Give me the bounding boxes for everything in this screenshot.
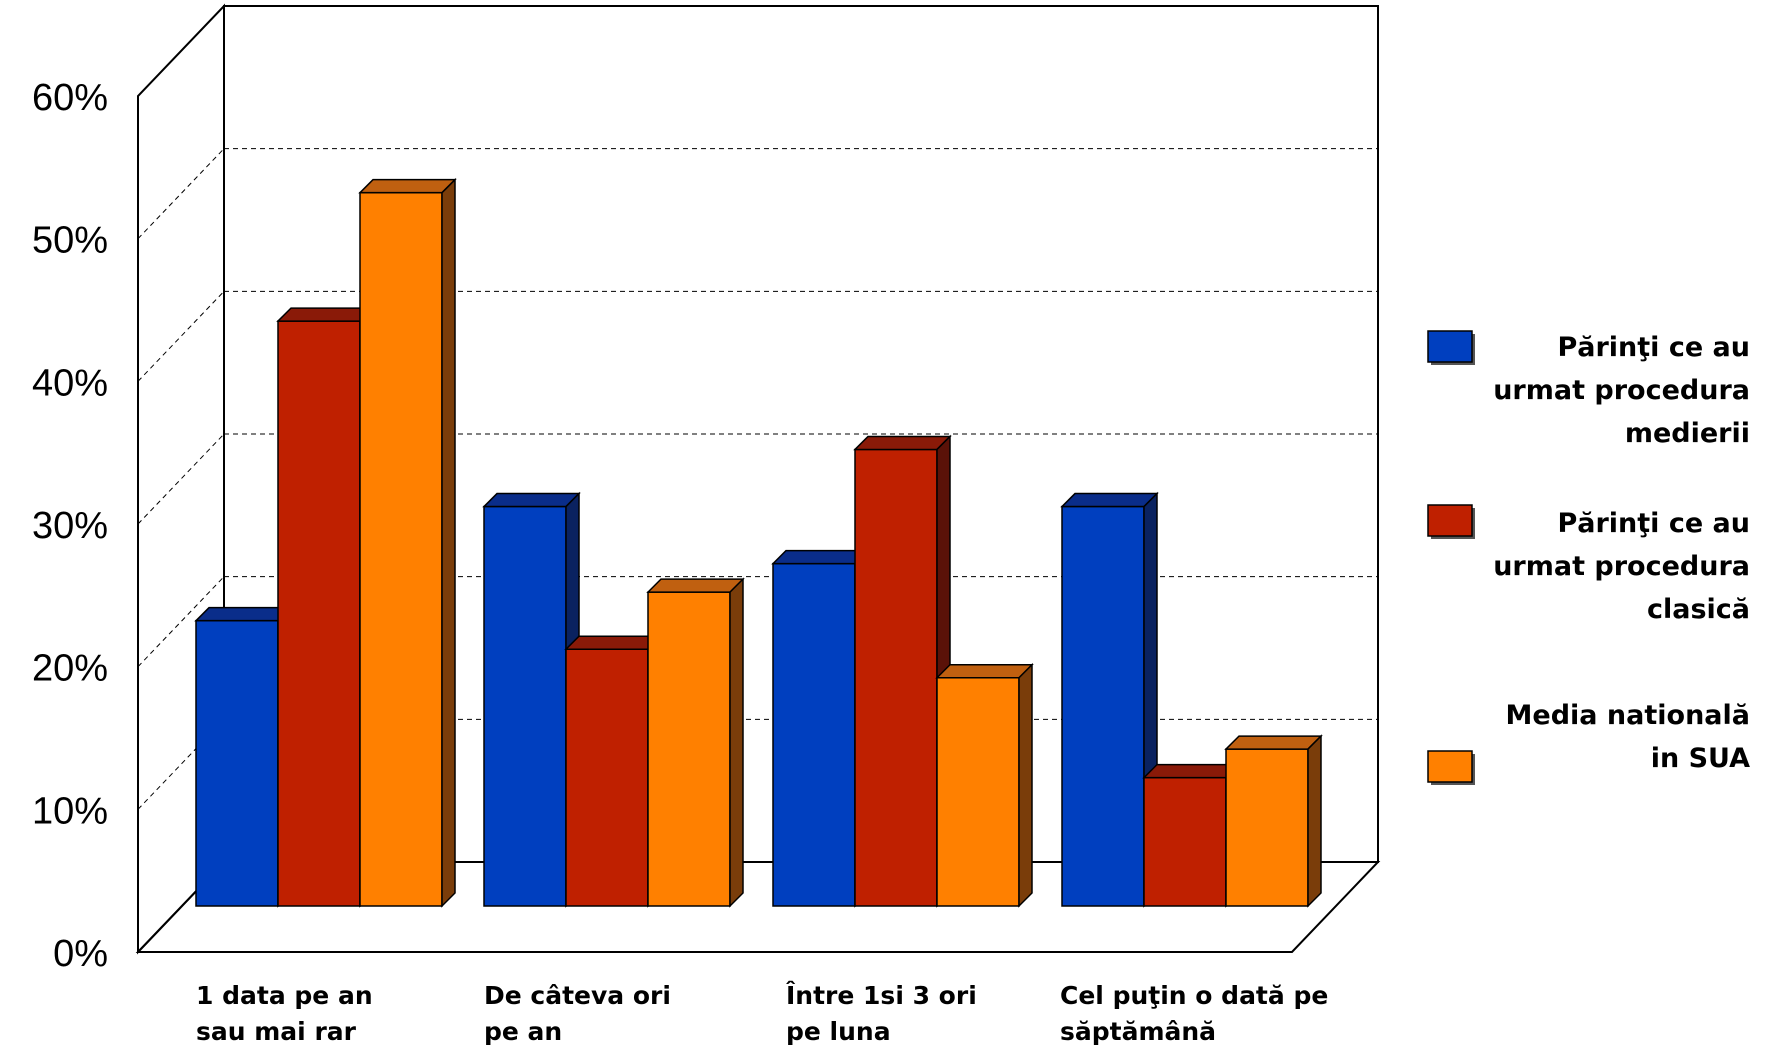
bar-top (482, 492, 581, 508)
x-category-label: Între 1si 3 ori pe luna (786, 981, 977, 1046)
y-tick-label: 60% (32, 77, 108, 119)
x-axis-categories: 1 data pe an sau mai rar De câteva ori pe a… (196, 981, 1328, 1046)
y-tick-label: 10% (32, 790, 108, 832)
bar-side (1307, 734, 1322, 908)
legend-swatch (1427, 330, 1473, 363)
bar-side (1018, 662, 1033, 908)
bar-top (1142, 763, 1241, 779)
legend-item: Media natională in SUA (1427, 700, 1751, 785)
bar-top (646, 578, 745, 593)
x-category-label: 1 data pe an sau mai rar (196, 981, 373, 1046)
bar-front (936, 676, 1020, 907)
bar (276, 306, 375, 908)
bar-front (359, 191, 443, 907)
bar-top (935, 663, 1034, 679)
bar-side (729, 577, 744, 908)
bar-front (277, 320, 361, 907)
gridline-side (137, 148, 225, 240)
bar (194, 605, 293, 908)
bar-top (564, 635, 663, 650)
bar-front (1061, 505, 1145, 907)
bars (194, 177, 1323, 908)
bar-top (358, 178, 457, 194)
legend-item: Părinţi ce au urmat procedura clasică (1427, 504, 1750, 625)
gridline-side (137, 576, 225, 668)
y-tick-label: 50% (32, 220, 108, 262)
bar-front (647, 591, 731, 907)
y-tick-label: 0% (53, 933, 108, 975)
bar (564, 634, 663, 908)
bar-front (1143, 776, 1227, 907)
y-tick-label: 30% (32, 505, 108, 547)
legend-label: Părinţi ce au urmat procedura clasică (1493, 508, 1750, 625)
bar (646, 577, 745, 908)
bar-front (1225, 748, 1309, 907)
bar-front (772, 562, 856, 907)
bar (853, 434, 952, 908)
y-tick-label: 20% (32, 648, 108, 690)
bar-front (565, 648, 649, 907)
bar (358, 177, 457, 908)
legend-swatch (1427, 504, 1473, 537)
bar-top (1224, 735, 1323, 750)
gridline-side (137, 290, 225, 382)
x-category-label: De câteva ori pe an (484, 981, 671, 1046)
bar (482, 491, 581, 908)
bar (771, 548, 870, 908)
legend: Părinţi ce au urmat procedura medierii Pări… (1427, 330, 1751, 785)
bar-top (276, 307, 375, 322)
bar-side (441, 177, 456, 908)
bar (1142, 762, 1241, 908)
y-tick-label: 40% (32, 362, 108, 404)
legend-swatch (1427, 750, 1473, 783)
gridline-side (137, 433, 225, 525)
bar-front (195, 619, 279, 907)
bar (935, 662, 1034, 908)
bar-front (483, 505, 567, 907)
bar (1224, 734, 1323, 908)
legend-item: Părinţi ce au urmat procedura medierii (1427, 330, 1750, 449)
legend-label: Părinţi ce au urmat procedura medierii (1493, 332, 1750, 449)
bar-top (771, 549, 870, 565)
bar-top (194, 606, 293, 622)
bar-front (854, 448, 938, 907)
bar (1060, 491, 1159, 908)
bar-top (853, 435, 952, 451)
y-axis-ticks: 0% 10% 20% 30% 40% 50% 60% (32, 77, 108, 975)
bar-top (1060, 492, 1159, 508)
x-category-label: Cel puţin o dată pe săptămână (1060, 981, 1328, 1046)
legend-label: Media natională in SUA (1506, 700, 1751, 774)
